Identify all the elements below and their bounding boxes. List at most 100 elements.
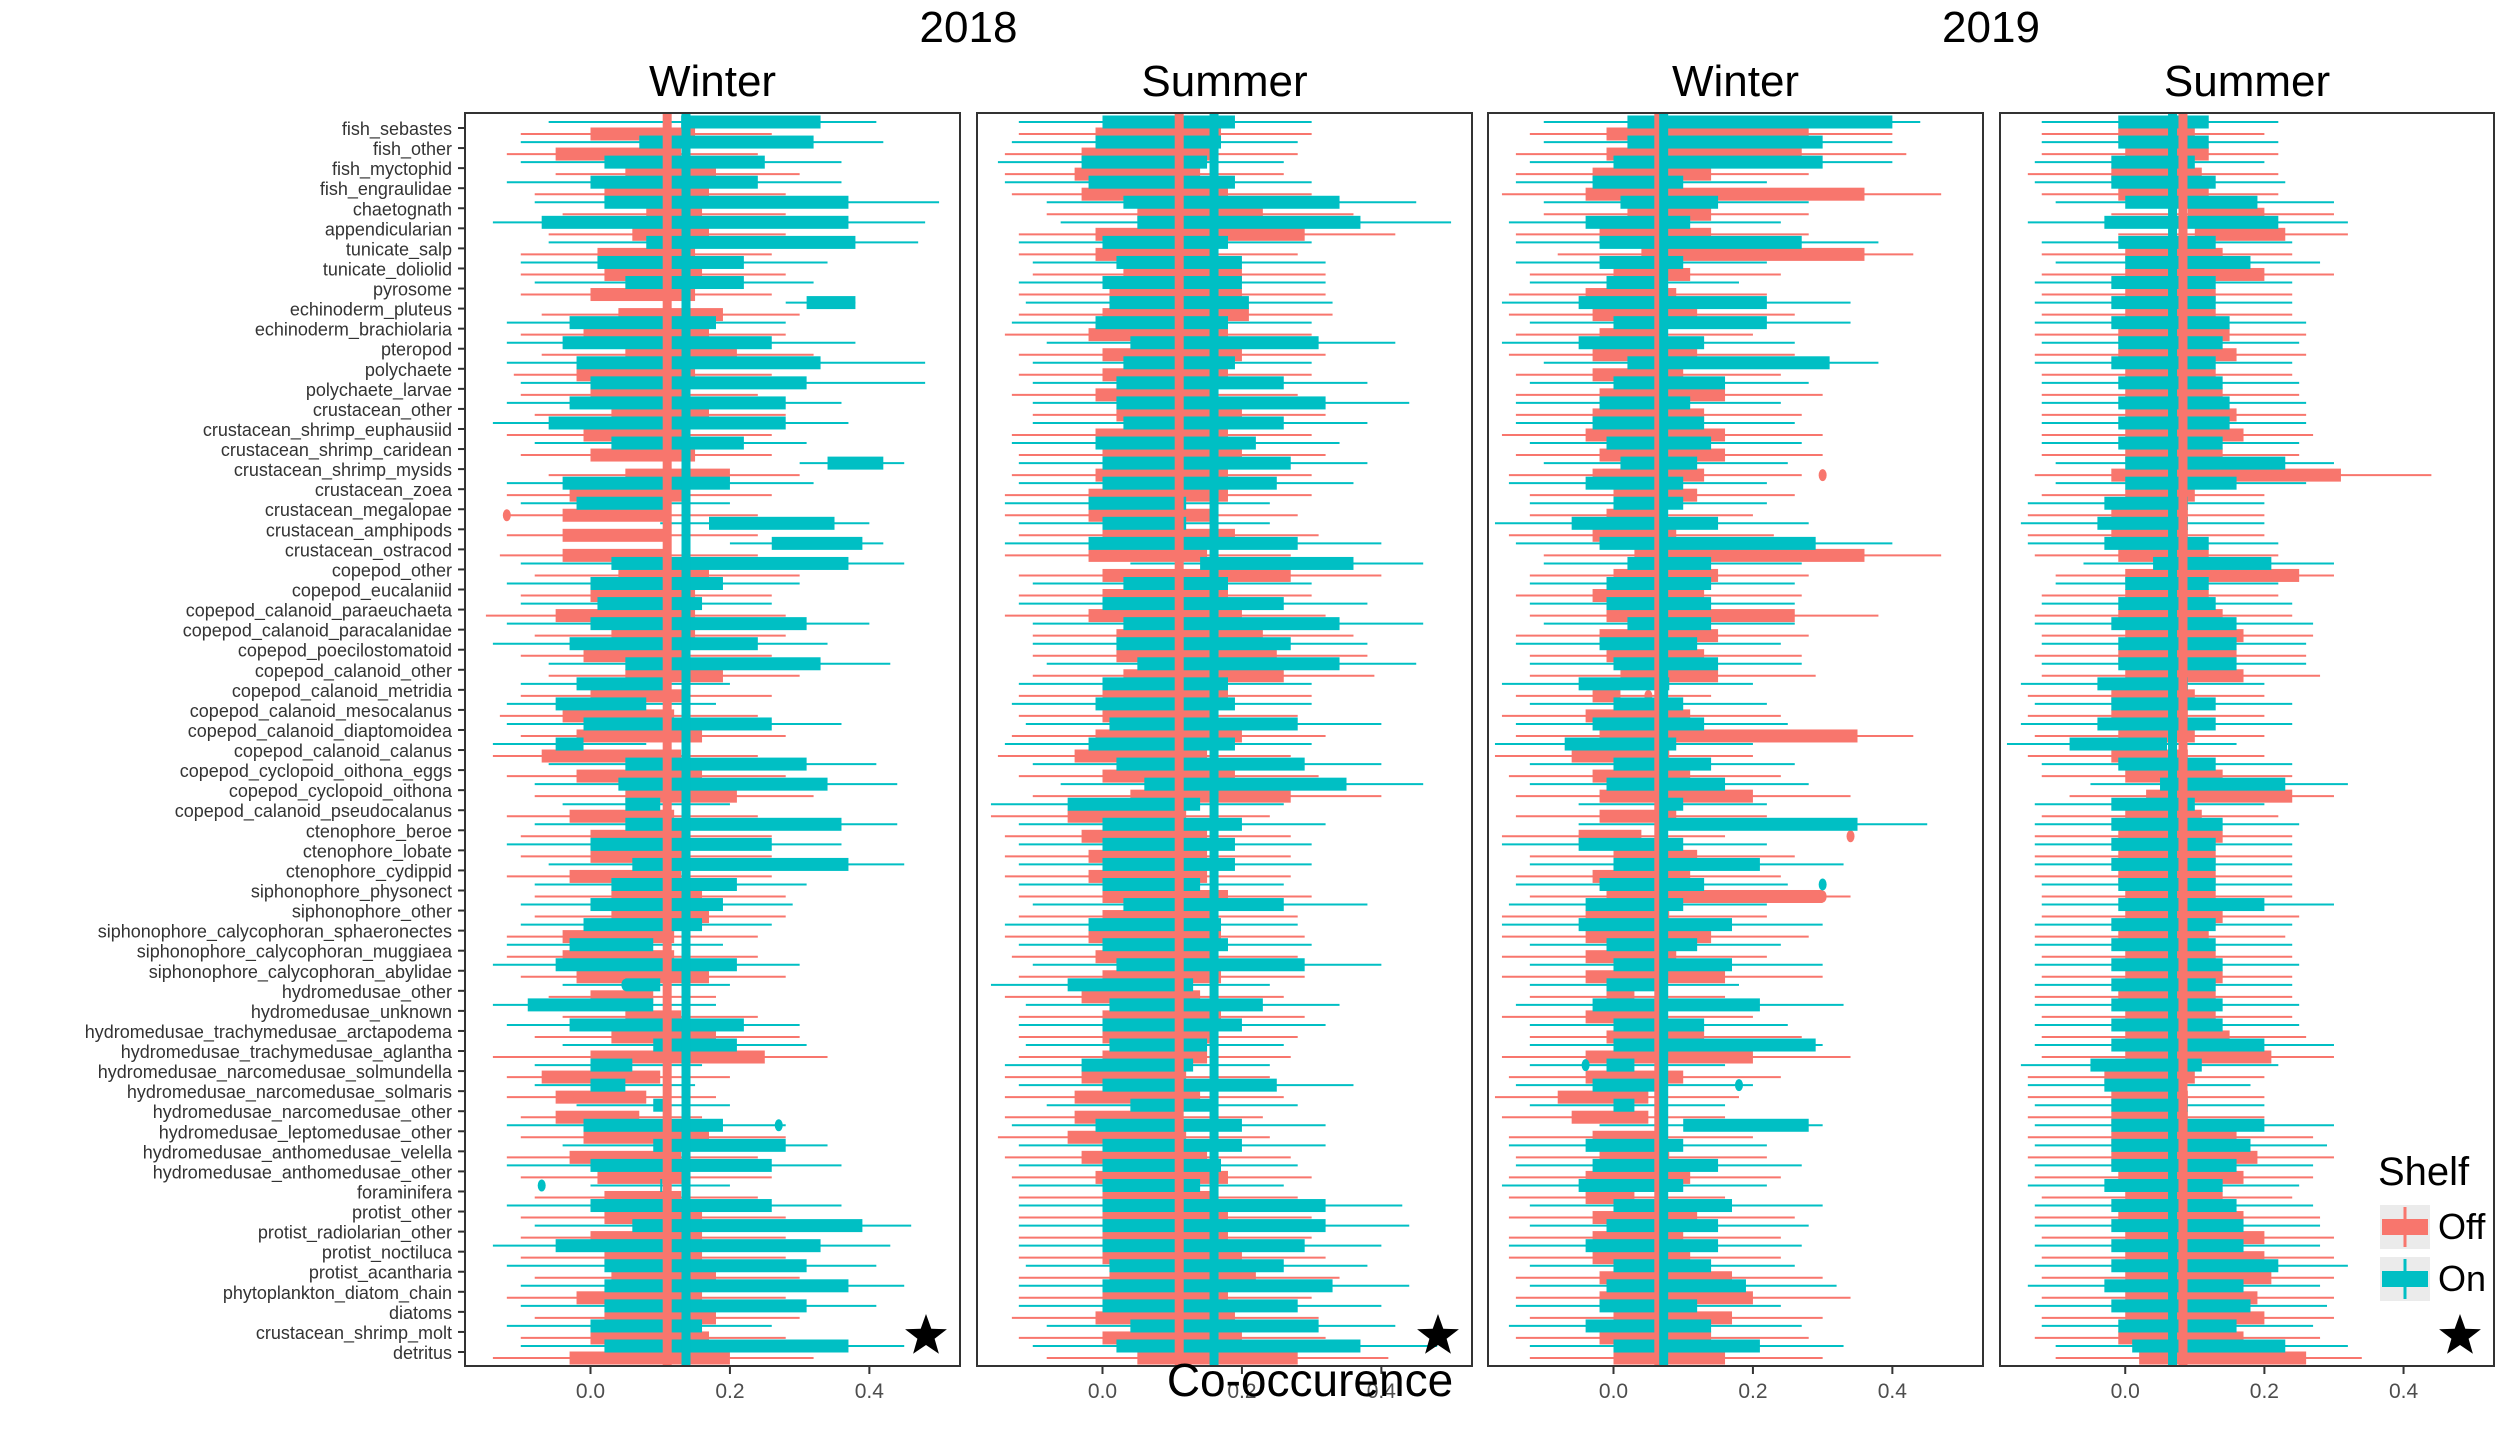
- box-on: [2097, 677, 2188, 691]
- box-on: [1627, 135, 1823, 149]
- box-on: [1613, 857, 1760, 871]
- box-off: [1599, 789, 1753, 803]
- box-on: [590, 898, 723, 912]
- box-on: [2111, 175, 2216, 189]
- category-label: ctenophore_beroe: [306, 821, 452, 842]
- box-on: [1102, 817, 1242, 831]
- box-off: [1641, 247, 1865, 261]
- box-on: [2111, 958, 2223, 972]
- box-on: [1620, 195, 1719, 209]
- box-on: [590, 376, 807, 390]
- box-on: [1102, 115, 1235, 129]
- box-on: [1102, 837, 1235, 851]
- outlier-off: [565, 1091, 574, 1104]
- category-label: copepod_other: [332, 560, 452, 581]
- x-tick-label: 0.2: [2250, 1380, 2279, 1403]
- box-off: [2139, 1351, 2307, 1365]
- box-on: [2125, 195, 2258, 209]
- category-label: copepod_eucalaniid: [292, 581, 452, 602]
- box-on: [625, 757, 807, 771]
- box-on: [709, 516, 835, 530]
- box-off: [590, 288, 696, 302]
- box-on: [2097, 516, 2188, 530]
- box-on: [590, 1158, 772, 1172]
- box-on: [1613, 958, 1733, 972]
- box-on: [646, 235, 856, 249]
- box-on: [2118, 115, 2209, 129]
- category-label: fish_sebastes: [342, 119, 452, 140]
- box-on: [2160, 777, 2286, 791]
- box-off: [590, 448, 696, 462]
- box-on: [590, 1319, 703, 1333]
- box-on: [2111, 296, 2216, 310]
- category-label: polychaete: [365, 360, 452, 380]
- category-label: detritus: [393, 1343, 452, 1363]
- category-label: copepod_calanoid_metridia: [232, 681, 453, 702]
- box-on: [1102, 857, 1235, 871]
- box-on: [1123, 617, 1340, 631]
- outlier-off: [1818, 469, 1827, 482]
- box-on: [583, 1118, 723, 1132]
- category-label: hydromedusae_narcomedusae_other: [153, 1102, 452, 1123]
- panel-title-1: Summer: [1141, 57, 1307, 106]
- box-on: [590, 617, 807, 631]
- category-label: crustacean_zoea: [315, 480, 453, 501]
- box-on: [1081, 1058, 1194, 1072]
- box-on: [590, 1078, 626, 1092]
- box-on: [1067, 978, 1194, 992]
- box-on: [1627, 617, 1712, 631]
- category-label: pyrosome: [373, 280, 452, 300]
- category-label: hydromedusae_trachymedusae_aglantha: [121, 1042, 453, 1063]
- box-on: [541, 215, 849, 229]
- box-on: [2111, 1219, 2244, 1233]
- category-label: crustacean_ostracod: [285, 540, 452, 561]
- box-on: [1606, 938, 1698, 952]
- boxes-3: [2006, 115, 2432, 1365]
- box-on: [1067, 797, 1201, 811]
- category-label: crustacean_other: [313, 400, 452, 421]
- panel-title-2: Winter: [1672, 57, 1799, 106]
- box-on: [2111, 1118, 2265, 1132]
- category-label: siphonophore_calycophoran_abylidae: [149, 962, 452, 983]
- box-on: [1655, 817, 1858, 831]
- category-label: crustacean_shrimp_euphausiid: [203, 420, 452, 441]
- box-on: [1592, 416, 1705, 430]
- box-on: [771, 536, 863, 550]
- box-on: [2111, 697, 2216, 711]
- box-on: [1578, 677, 1670, 691]
- box-on: [1088, 496, 1187, 510]
- box-on: [569, 396, 786, 410]
- box-on: [2118, 135, 2209, 149]
- category-label: copepod_cyclopoid_oithona: [229, 781, 453, 802]
- box-on: [1102, 476, 1277, 490]
- box-on: [2118, 657, 2237, 671]
- category-label: hydromedusae_trachymedusae_arctapodema: [85, 1022, 453, 1043]
- box-on: [2104, 1078, 2181, 1092]
- box-on: [1613, 1199, 1733, 1213]
- box-on: [1102, 1299, 1298, 1313]
- box-on: [2118, 1319, 2237, 1333]
- category-label: crustacean_megalopae: [265, 500, 452, 521]
- box-on: [2111, 978, 2216, 992]
- box-on: [2118, 898, 2265, 912]
- year-label-0: 2018: [920, 3, 1018, 52]
- x-tick-label: 0.0: [2111, 1380, 2140, 1403]
- box-on: [625, 657, 821, 671]
- box-on: [1613, 1038, 1816, 1052]
- box-on: [1102, 456, 1291, 470]
- category-label: protist_other: [352, 1203, 452, 1224]
- category-label: protist_acantharia: [309, 1263, 453, 1284]
- box-on: [1102, 276, 1242, 290]
- category-label: copepod_cyclopoid_oithona_eggs: [180, 761, 452, 782]
- box-on: [1102, 1138, 1242, 1152]
- category-label: copepod_calanoid_calanus: [234, 741, 452, 762]
- box-on: [604, 1279, 849, 1293]
- category-label: crustacean_shrimp_molt: [256, 1323, 452, 1344]
- box-on: [1130, 1098, 1215, 1112]
- box-on: [1571, 516, 1719, 530]
- box-on: [2118, 757, 2216, 771]
- category-label: siphonophore_other: [292, 902, 452, 923]
- box-on: [1627, 356, 1830, 370]
- box-on: [625, 797, 661, 811]
- box-on: [1144, 777, 1347, 791]
